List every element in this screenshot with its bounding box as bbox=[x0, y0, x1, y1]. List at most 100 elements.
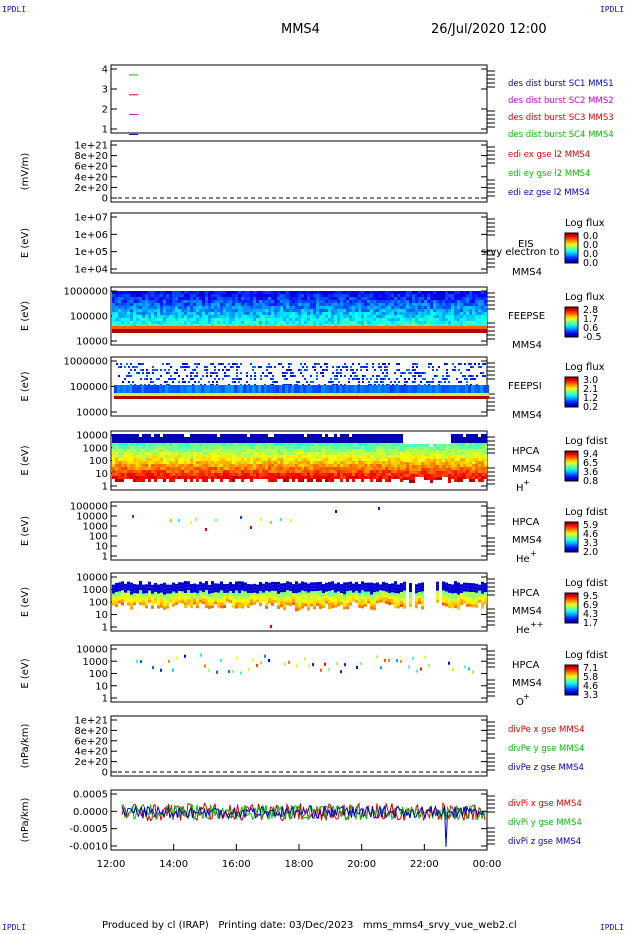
spectrogram-cell bbox=[177, 385, 180, 393]
spectrogram-cell bbox=[130, 443, 133, 446]
spectrogram-cell bbox=[433, 444, 436, 447]
spectrogram-cell bbox=[208, 434, 211, 437]
spectrogram-cell bbox=[457, 303, 460, 306]
spectrogram-cell bbox=[175, 329, 178, 333]
spectrogram-cell bbox=[229, 443, 232, 446]
spectrogram-cell bbox=[337, 476, 340, 479]
spectrogram-cell bbox=[254, 378, 256, 380]
spectrogram-cell bbox=[157, 318, 160, 321]
spectrogram-cell bbox=[244, 467, 247, 470]
spectrogram-cell bbox=[310, 464, 313, 467]
spectrogram-cell bbox=[376, 375, 378, 377]
spectrogram-cell bbox=[466, 449, 469, 452]
colorbar-tick-label: 1.7 bbox=[583, 618, 598, 629]
spectrogram-cell bbox=[460, 309, 463, 312]
spectrogram-cell bbox=[379, 458, 382, 461]
spectrogram-cell bbox=[298, 291, 301, 294]
spectrogram-cell bbox=[482, 375, 484, 377]
spectrogram-cell bbox=[283, 461, 286, 464]
spacecraft-label: MMS4 bbox=[512, 464, 542, 475]
spectrogram-cell bbox=[165, 396, 168, 399]
spectrogram-cell bbox=[364, 476, 367, 479]
spectrogram-cell bbox=[472, 470, 475, 473]
spectrogram-cell bbox=[358, 455, 361, 458]
spectrogram-cell bbox=[223, 318, 226, 321]
spectrogram-cell bbox=[172, 473, 175, 476]
spectrogram-cell bbox=[292, 461, 295, 464]
spectrogram-cell bbox=[445, 294, 448, 297]
spectrogram-cell bbox=[124, 449, 127, 452]
spectrogram-cell bbox=[271, 294, 274, 297]
spectrogram-cell bbox=[394, 294, 397, 297]
spectrogram-cell bbox=[223, 315, 226, 318]
spectrogram-cell bbox=[346, 437, 349, 440]
spectrogram-cell bbox=[373, 464, 376, 467]
spectrogram-cell bbox=[142, 476, 145, 479]
spectrogram-cell bbox=[223, 312, 226, 315]
spectrogram-cell bbox=[381, 393, 384, 396]
spectrogram-cell bbox=[214, 467, 217, 470]
spectrogram-cell bbox=[298, 369, 300, 371]
spectrogram-cell bbox=[211, 437, 214, 440]
spectrogram-cell bbox=[370, 440, 373, 443]
spectrogram-cell bbox=[466, 455, 469, 458]
spectrogram-cell bbox=[406, 459, 409, 462]
spectrogram-cell bbox=[445, 303, 448, 306]
spectrogram-cell bbox=[343, 329, 346, 333]
spectrogram-cell bbox=[178, 467, 181, 470]
spectrogram-cell bbox=[316, 440, 319, 443]
spectrogram-cell bbox=[169, 446, 172, 449]
spectrogram-cell bbox=[247, 326, 250, 329]
spectrogram-cell bbox=[388, 329, 391, 333]
spectrogram-cell bbox=[127, 599, 130, 603]
spectrogram-cell bbox=[151, 318, 154, 321]
spectrogram-cell bbox=[481, 326, 484, 329]
spectrogram-cell bbox=[460, 315, 463, 318]
spectrogram-cell bbox=[466, 452, 469, 455]
spectrogram-cell bbox=[154, 312, 157, 315]
spectrogram-cell bbox=[469, 291, 472, 294]
spectrogram-cell bbox=[164, 381, 166, 383]
spectrogram-cell bbox=[361, 452, 364, 455]
spectrogram-cell bbox=[400, 434, 403, 437]
spectrogram-cell bbox=[376, 461, 379, 464]
spectrogram-cell bbox=[253, 458, 256, 461]
spectrogram-cell bbox=[256, 306, 259, 309]
spectrogram-cell bbox=[169, 467, 172, 470]
spectrogram-cell bbox=[313, 297, 316, 300]
spectrogram-cell bbox=[115, 329, 118, 333]
spectrogram-cell bbox=[475, 476, 478, 479]
spectrogram-cell bbox=[283, 309, 286, 312]
spectrogram-cell bbox=[277, 464, 280, 467]
spectrogram-cell bbox=[115, 297, 118, 300]
spectrogram-cell bbox=[150, 393, 153, 396]
spectrogram-cell bbox=[160, 297, 163, 300]
spectrogram-cell bbox=[412, 318, 415, 321]
spectrogram-cell bbox=[112, 434, 115, 437]
spectrogram-cell bbox=[340, 329, 343, 333]
spectrogram-cell bbox=[193, 309, 196, 312]
spectrogram-cell bbox=[433, 474, 436, 477]
spectrogram-cell bbox=[393, 385, 396, 393]
spectrogram-cell bbox=[241, 303, 244, 306]
spectrogram-cell bbox=[478, 473, 481, 476]
spectrogram-cell bbox=[430, 318, 433, 321]
spectrogram-cell bbox=[424, 477, 427, 480]
spectrogram-cell bbox=[220, 434, 223, 437]
spectrogram-cell bbox=[385, 461, 388, 464]
spectrogram-cell bbox=[448, 477, 451, 480]
spectrogram-cell bbox=[367, 440, 370, 443]
spectrogram-cell bbox=[475, 461, 478, 464]
spectrogram-cell bbox=[394, 452, 397, 455]
spectrogram-cell bbox=[265, 461, 268, 464]
spectrogram-cell bbox=[127, 443, 130, 446]
spectrogram-cell bbox=[448, 303, 451, 306]
spectrogram-cell bbox=[451, 291, 454, 294]
spectrogram-cell bbox=[304, 297, 307, 300]
spectrogram-cell bbox=[454, 303, 457, 306]
colorbar bbox=[564, 592, 579, 624]
spectrogram-cell bbox=[400, 321, 403, 324]
spectrogram-cell bbox=[361, 303, 364, 306]
spectrogram-cell bbox=[433, 312, 436, 315]
